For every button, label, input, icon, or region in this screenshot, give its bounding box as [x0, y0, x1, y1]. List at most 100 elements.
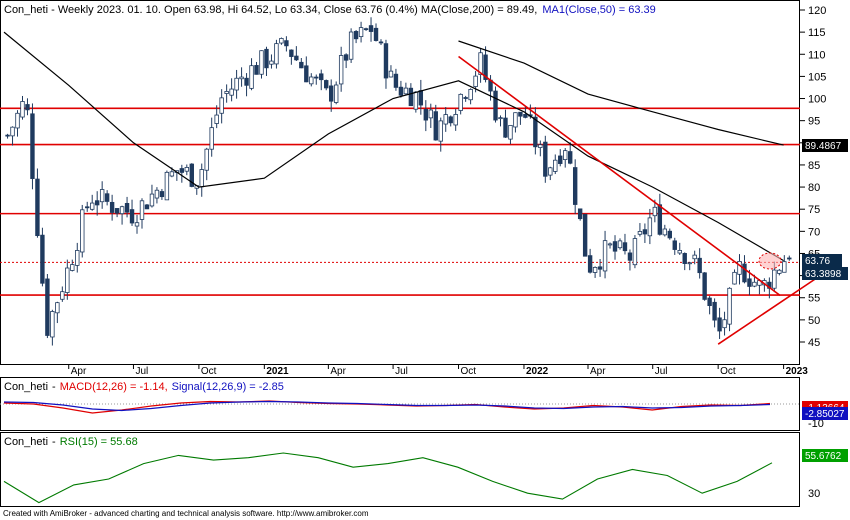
candle-body: [637, 231, 643, 235]
candle-body: [338, 55, 344, 85]
candle-body: [667, 230, 672, 239]
candle-body: [408, 87, 414, 107]
candle-body: [572, 167, 578, 205]
candle-body: [662, 228, 668, 236]
candle-body: [70, 264, 75, 271]
candle-body: [782, 261, 787, 273]
candle-body: [443, 114, 448, 125]
candle-body: [657, 204, 663, 235]
candle-body: [25, 104, 30, 111]
ma50-line: [3, 31, 784, 262]
candle-body: [124, 203, 130, 213]
candle-body: [209, 127, 214, 150]
candle-body: [204, 148, 209, 171]
candle-body: [747, 278, 752, 287]
candle-body: [617, 240, 623, 249]
candle-body: [294, 55, 299, 61]
y-tick-label: 70: [808, 226, 820, 238]
candle-body: [35, 178, 40, 237]
candle-body: [702, 272, 707, 300]
candle-body: [314, 76, 319, 79]
candle-body: [787, 257, 792, 260]
candle-body: [772, 269, 777, 289]
candle-body: [652, 206, 658, 217]
y-tick-label: 55: [808, 293, 820, 305]
candle-body: [458, 93, 463, 111]
candle-body: [244, 77, 249, 86]
rsi-title-rsi: RSI(15) = 55.68: [60, 436, 138, 448]
candle-body: [5, 134, 10, 137]
candle-body: [279, 38, 284, 44]
candle-body: [129, 209, 135, 224]
candle-body: [513, 112, 518, 128]
candle-body: [602, 240, 608, 272]
x-tick-label: Jul: [395, 366, 408, 377]
candle-body: [104, 193, 110, 202]
price-y-axis: 1201151101051009590858075706560555045: [800, 5, 826, 349]
candle-body: [109, 201, 115, 213]
macd-ytick: -10: [808, 418, 824, 430]
candle-body: [463, 97, 468, 99]
candle-body: [428, 109, 433, 119]
candle-body: [189, 163, 194, 187]
price-panel-title: Con_heti - Weekly 2023. 01. 10. Open 63.…: [4, 4, 656, 16]
candle-body: [333, 84, 339, 103]
candle-body: [672, 240, 677, 250]
candle-body: [423, 109, 429, 121]
candle-body: [214, 114, 219, 124]
candle-body: [20, 101, 25, 118]
candle-body: [10, 126, 15, 137]
candle-body: [538, 144, 543, 148]
candle-body: [642, 229, 648, 235]
candle-body: [722, 319, 727, 329]
y-tick-label: 110: [808, 49, 826, 61]
candle-body: [249, 65, 254, 89]
rsi-ytick: 30: [808, 488, 820, 500]
candle-body: [55, 302, 60, 314]
candle-body: [343, 54, 349, 61]
candle-body: [448, 116, 453, 124]
candle-body: [438, 120, 443, 142]
candle-body: [587, 255, 593, 273]
rsi-panel-title: Con_heti - RSI(15) = 55.68: [4, 436, 138, 448]
candle-body: [533, 116, 538, 148]
candle-body: [179, 168, 185, 173]
candle-body: [224, 91, 229, 94]
candle-body: [269, 60, 274, 65]
highlight-circle: [758, 252, 782, 270]
y-tick-label: 120: [808, 5, 826, 17]
candle-body: [45, 278, 50, 336]
candle-body: [478, 52, 483, 75]
candle-body: [632, 238, 638, 266]
candle-body: [518, 111, 523, 117]
signal-line: [3, 400, 771, 412]
candle-body: [503, 117, 508, 138]
candle-body: [284, 40, 289, 47]
candle-body: [558, 155, 563, 164]
macd-title-signal: Signal(12,26,9) = -2.85: [172, 381, 284, 393]
price-title-ma50: MA1(Close,50) = 63.39: [542, 4, 655, 16]
candle-body: [373, 27, 379, 41]
signal-label-bg: [802, 407, 848, 420]
candle-body: [378, 41, 384, 44]
candle-body: [413, 91, 419, 110]
candle-body: [627, 252, 633, 261]
candle-body: [299, 61, 304, 69]
x-tick-label: Apr: [590, 366, 606, 377]
moving-averages: [3, 31, 784, 262]
candle-body: [254, 65, 259, 75]
candle-body: [353, 31, 359, 40]
candle-body: [677, 250, 682, 254]
candle-body: [239, 76, 244, 80]
candle-body: [777, 269, 782, 274]
candle-body: [259, 50, 264, 75]
macd-series: [0, 400, 800, 414]
candle-body: [50, 311, 55, 338]
candle-body: [717, 317, 722, 332]
price-title-info: - Weekly 2023. 01. 10. Open 63.98, Hi 64…: [48, 4, 421, 16]
candle-body: [65, 267, 70, 293]
close-label-bg: [802, 254, 842, 267]
ma50-label-bg: [802, 267, 848, 280]
candle-body: [304, 65, 309, 83]
